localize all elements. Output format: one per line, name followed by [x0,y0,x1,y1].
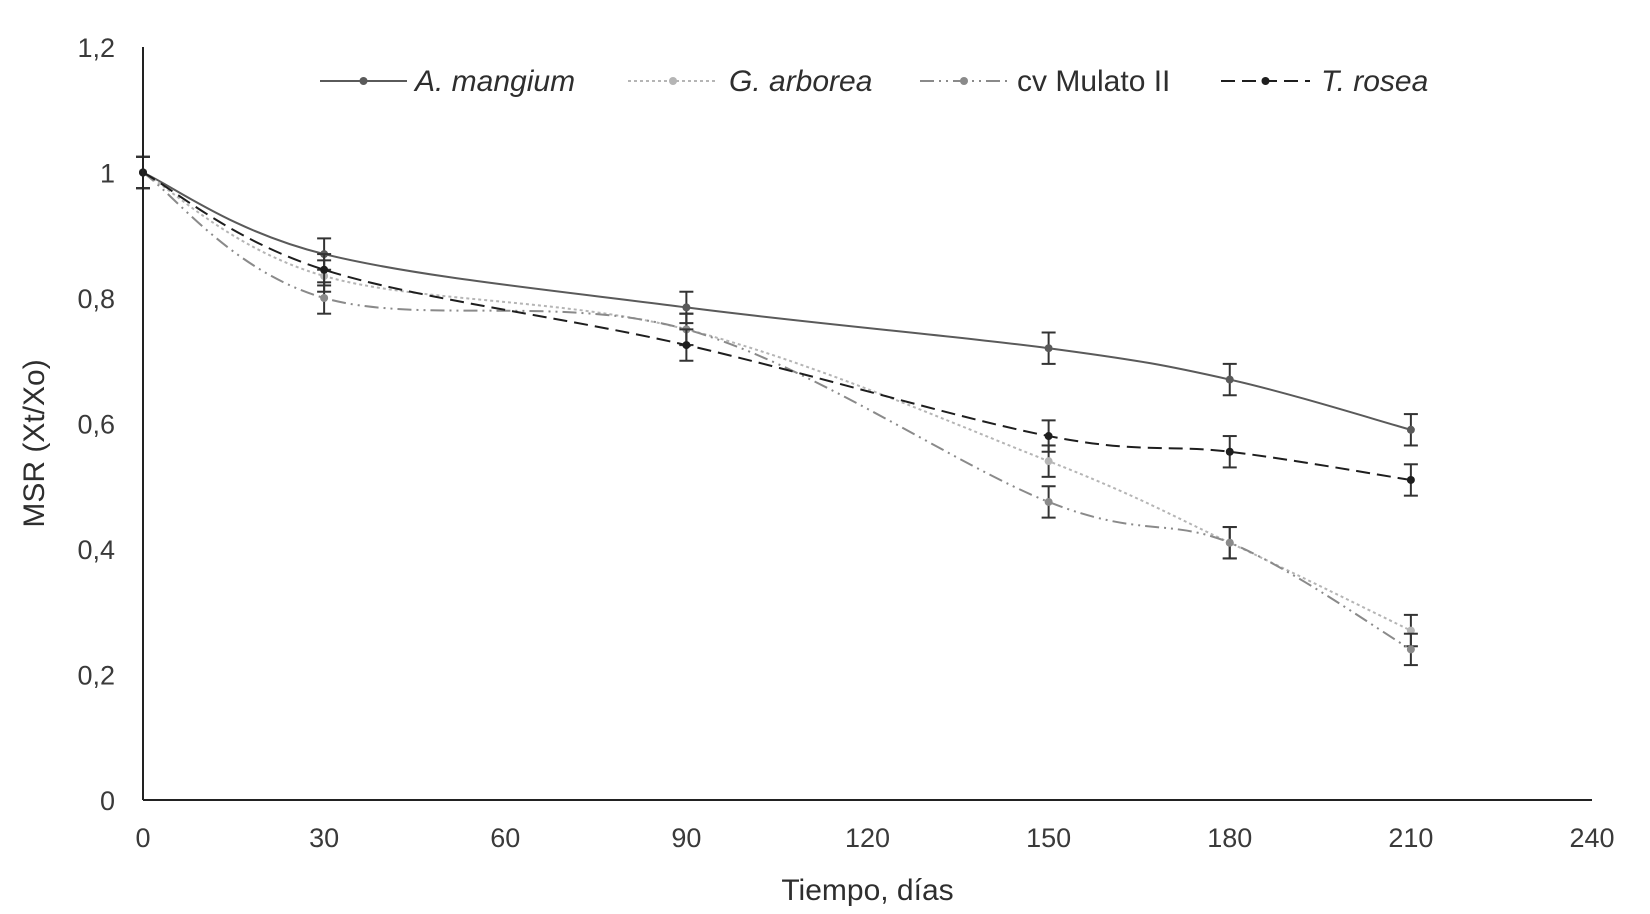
legend-item-cv-mulato-ii: cv Mulato II [920,65,1170,98]
data-point [1406,645,1415,654]
data-point [1044,497,1053,506]
data-point [682,341,691,350]
legend: A. mangium G. arborea cv Mulato II T. rosea [320,65,1428,98]
y-tick-label: 0,4 [77,535,115,565]
x-tick-label: 150 [1026,823,1071,853]
series-line [142,171,1412,632]
x-tick-label: 0 [135,823,150,853]
y-tick-label: 0,2 [77,661,115,691]
series-line [142,171,1412,481]
data-point [1044,344,1053,353]
data-point [1225,375,1234,384]
y-tick-label: 0 [100,786,115,816]
series-layer [136,155,1418,667]
series-cv-mulato-ii [136,155,1418,667]
data-point [320,294,329,302]
y-axis-title: MSR (Xt/Xo) [18,359,51,527]
data-point [1406,626,1415,635]
data-point [1044,432,1053,441]
x-tick-label: 90 [671,823,701,853]
x-tick-label: 60 [490,823,520,853]
series-g-arborea [136,155,1418,648]
x-tick-label: 240 [1569,823,1614,853]
series-a-mangium [136,155,1418,447]
y-tick-label: 1 [100,159,115,189]
legend-swatch-marker [1261,77,1270,85]
axes [142,47,1592,801]
legend-label: T. rosea [1321,65,1428,98]
series-line [142,171,1412,651]
data-point [1044,457,1053,466]
x-tick-label: 210 [1388,823,1433,853]
data-point [320,265,329,274]
data-point [1406,425,1415,434]
legend-swatch-marker [359,77,368,85]
x-tick-label: 30 [309,823,339,853]
data-point [1225,538,1234,547]
x-tick-labels: 0 30 60 90 120 150 180 210 240 [135,823,1614,853]
series-t-rosea [136,155,1418,497]
legend-swatch-marker [669,77,677,85]
data-point [682,303,691,312]
x-axis-title: Tiempo, días [781,874,953,907]
legend-label: A. mangium [413,65,575,98]
x-tick-label: 180 [1207,823,1252,853]
y-tick-label: 0,6 [77,410,115,440]
y-tick-labels: 0 0,2 0,4 0,6 0,8 1 1,2 [77,33,115,816]
legend-label: G. arborea [729,65,872,98]
legend-label: cv Mulato II [1017,65,1170,98]
data-point [1406,475,1415,484]
x-tick-label: 120 [845,823,890,853]
legend-item-t-rosea: T. rosea [1221,65,1428,98]
legend-swatch-marker [960,77,968,85]
y-tick-label: 1,2 [77,33,115,63]
y-tick-label: 0,8 [77,284,115,314]
legend-item-g-arborea: G. arborea [628,65,872,98]
data-point [1225,447,1234,456]
legend-item-a-mangium: A. mangium [320,65,575,98]
